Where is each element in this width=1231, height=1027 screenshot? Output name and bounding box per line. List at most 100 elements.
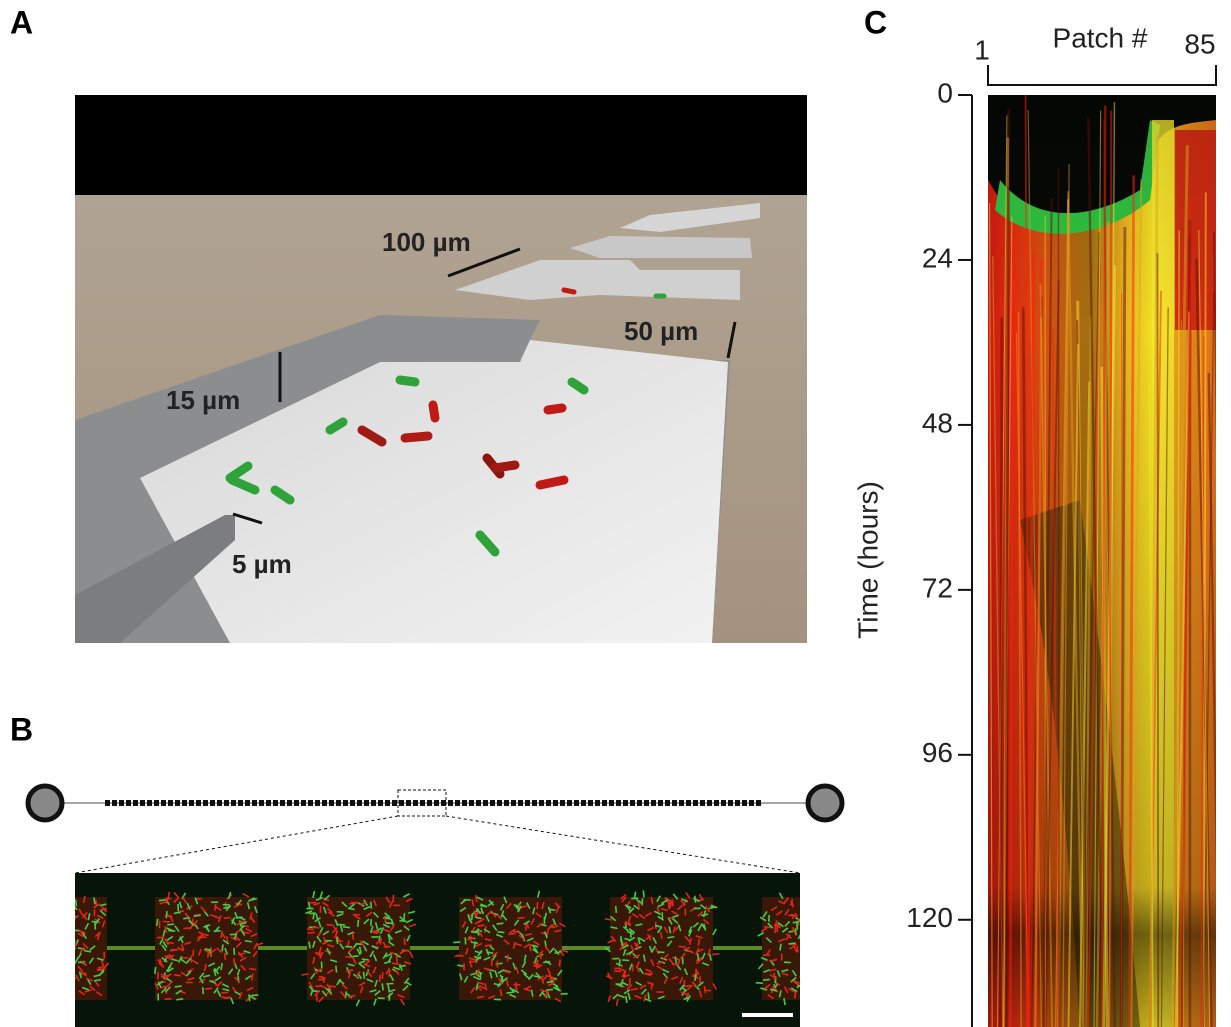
cell <box>309 942 310 949</box>
cell <box>497 932 504 933</box>
cell <box>221 992 228 993</box>
cell <box>797 923 798 930</box>
cell <box>756 983 763 984</box>
cell <box>679 946 686 947</box>
cell <box>155 967 156 974</box>
y-tick-label: 24 <box>922 242 953 273</box>
cell <box>404 913 405 920</box>
stripe <box>1157 253 1158 1027</box>
cell <box>800 971 803 977</box>
cell <box>380 938 381 945</box>
cell <box>222 944 223 951</box>
cell <box>780 944 781 951</box>
cell <box>698 939 699 946</box>
cell <box>507 992 514 993</box>
stripe <box>1110 111 1111 1027</box>
figure: A 100 µ <box>0 0 1231 1027</box>
cell <box>559 960 560 967</box>
cell <box>94 897 95 904</box>
cell <box>193 950 194 957</box>
cell <box>164 898 171 899</box>
cell <box>616 906 617 913</box>
x-axis-label: Patch # <box>1053 22 1148 53</box>
cell <box>712 954 719 955</box>
cell <box>96 900 97 907</box>
render-3d: 100 µm 50 µm 15 µm 5 µm <box>75 95 807 643</box>
cell <box>373 931 380 932</box>
cell <box>614 971 621 972</box>
cell <box>343 927 350 928</box>
cell <box>183 928 190 929</box>
cell <box>643 890 644 897</box>
cell <box>224 997 231 998</box>
cell <box>203 987 204 994</box>
y-tick-label: 0 <box>937 77 953 108</box>
cell <box>526 923 527 930</box>
cell <box>764 927 771 928</box>
y-axis-label: Time (hours) <box>852 481 883 639</box>
cell <box>224 917 231 918</box>
cell <box>308 932 315 933</box>
cell <box>371 902 372 909</box>
cell <box>183 918 190 919</box>
microscopy-image <box>69 873 804 1027</box>
cell <box>345 957 352 958</box>
cell <box>530 944 531 951</box>
cell <box>513 931 520 932</box>
cell <box>249 994 250 1001</box>
cell <box>667 937 674 938</box>
panel-label: C <box>864 4 887 40</box>
cell <box>163 922 170 923</box>
cell <box>518 918 525 919</box>
cell <box>167 924 174 925</box>
cell <box>472 913 473 920</box>
cell <box>470 961 477 962</box>
cell <box>175 986 182 987</box>
cell <box>670 901 671 908</box>
cell <box>774 973 775 980</box>
cell <box>546 989 553 990</box>
x-tick-label: 85 <box>1184 28 1215 59</box>
cell <box>327 925 334 926</box>
cell <box>176 999 183 1000</box>
y-tick-label: 96 <box>922 737 953 768</box>
cell <box>626 996 627 1003</box>
cell <box>672 900 673 907</box>
cell <box>453 942 460 943</box>
cell <box>329 986 336 987</box>
cell <box>485 945 492 946</box>
cell <box>382 983 383 990</box>
x-bracket <box>988 65 1216 85</box>
cell <box>98 969 105 970</box>
cell <box>763 979 770 980</box>
stripe <box>1001 317 1002 1027</box>
cell <box>166 911 167 918</box>
cell <box>508 933 515 934</box>
dimension-label: 100 µm <box>382 227 471 257</box>
cell <box>312 927 319 928</box>
cell <box>399 921 406 922</box>
cell <box>392 963 399 964</box>
cell <box>353 933 354 940</box>
cell <box>174 912 181 913</box>
cell <box>477 983 478 990</box>
device-schematic <box>28 786 842 873</box>
patch <box>307 897 410 1000</box>
cell <box>346 970 353 971</box>
cell <box>234 958 235 965</box>
cell <box>345 991 346 998</box>
y-tick-label: 48 <box>922 407 953 438</box>
cell <box>157 919 158 926</box>
dimension-label: 15 µm <box>166 385 240 415</box>
stripe <box>1006 187 1008 1027</box>
cell <box>69 948 76 950</box>
cell <box>251 995 258 996</box>
cell <box>69 978 75 981</box>
cell <box>380 975 381 982</box>
cell <box>74 936 75 943</box>
cell <box>605 919 612 920</box>
cell <box>642 898 643 905</box>
cell <box>358 920 359 927</box>
cell <box>221 963 222 970</box>
dimension-label: 50 µm <box>624 316 698 346</box>
